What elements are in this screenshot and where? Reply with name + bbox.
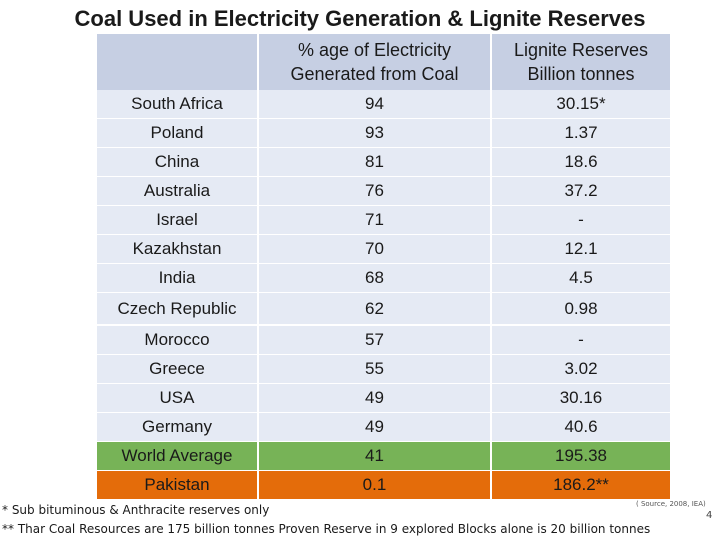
footnote-2: ** Thar Coal Resources are 175 billion t… [2,522,651,536]
country-cell: Kazakhstan [97,235,259,264]
lignite-reserves-cell: 18.6 [492,148,670,177]
coal-percentage-cell: 0.1 [259,471,492,500]
table-row: Greece 55 3.02 [97,355,670,384]
coal-percentage-cell: 55 [259,355,492,384]
coal-percentage-cell: 76 [259,177,492,206]
table-row: USA 49 30.16 [97,384,670,413]
table-row: Poland 93 1.37 [97,119,670,148]
table-row: Morocco 57 - [97,326,670,355]
country-cell: India [97,264,259,293]
pakistan-row: Pakistan 0.1 186.2** [97,471,670,500]
lignite-reserves-cell: 195.38 [492,442,670,471]
coal-percentage-cell: 71 [259,206,492,235]
lignite-reserves-cell: 40.6 [492,413,670,442]
header-lignite-reserves: Lignite Reserves Billion tonnes [492,34,670,90]
country-cell: Czech Republic [97,293,259,326]
country-cell: USA [97,384,259,413]
coal-percentage-cell: 49 [259,384,492,413]
lignite-reserves-cell: - [492,326,670,355]
table-row: Czech Republic 62 0.98 [97,293,670,326]
country-cell: Pakistan [97,471,259,500]
coal-percentage-cell: 62 [259,293,492,326]
lignite-reserves-cell: 186.2** [492,471,670,500]
table-row: Germany 49 40.6 [97,413,670,442]
table-row: Australia 76 37.2 [97,177,670,206]
header-coal-percentage: % age of Electricity Generated from Coal [259,34,492,90]
coal-percentage-cell: 94 [259,90,492,119]
header-lignite-line2: Billion tonnes [527,64,635,84]
table-header-row: % age of Electricity Generated from Coal… [97,34,670,90]
country-cell: South Africa [97,90,259,119]
header-lignite-line1: Lignite Reserves [513,40,649,60]
footnote-1: * Sub bituminous & Anthracite reserves o… [2,503,270,517]
coal-percentage-cell: 41 [259,442,492,471]
slide-title: Coal Used in Electricity Generation & Li… [74,6,646,31]
lignite-reserves-cell: 12.1 [492,235,670,264]
lignite-reserves-cell: 37.2 [492,177,670,206]
coal-percentage-cell: 68 [259,264,492,293]
lignite-reserves-cell: 1.37 [492,119,670,148]
country-cell: World Average [97,442,259,471]
table-row: South Africa 94 30.15* [97,90,670,119]
coal-lignite-table: % age of Electricity Generated from Coal… [97,34,670,500]
country-cell: Morocco [97,326,259,355]
source-note: ( Source, 2008, IEA) [636,500,706,508]
country-cell: Germany [97,413,259,442]
country-cell: Greece [97,355,259,384]
country-cell: Poland [97,119,259,148]
coal-percentage-cell: 93 [259,119,492,148]
lignite-reserves-cell: 30.16 [492,384,670,413]
lignite-reserves-cell: 30.15* [492,90,670,119]
table-row: Israel 71 - [97,206,670,235]
lignite-reserves-cell: 0.98 [492,293,670,326]
coal-percentage-cell: 81 [259,148,492,177]
country-cell: China [97,148,259,177]
coal-percentage-cell: 70 [259,235,492,264]
coal-percentage-cell: 49 [259,413,492,442]
lignite-reserves-cell: - [492,206,670,235]
country-cell: Australia [97,177,259,206]
lignite-reserves-cell: 4.5 [492,264,670,293]
footnotes: * Sub bituminous & Anthracite reserves o… [2,501,718,539]
header-coal-line1: % age of Electricity [297,40,452,60]
country-cell: Israel [97,206,259,235]
slide-number: 4 [706,510,713,521]
coal-percentage-cell: 57 [259,326,492,355]
world-average-row: World Average 41 195.38 [97,442,670,471]
table-row: India 68 4.5 [97,264,670,293]
header-coal-line2: Generated from Coal [290,64,459,84]
table-row: Kazakhstan 70 12.1 [97,235,670,264]
lignite-reserves-cell: 3.02 [492,355,670,384]
table-row: China 81 18.6 [97,148,670,177]
header-country [97,34,259,90]
